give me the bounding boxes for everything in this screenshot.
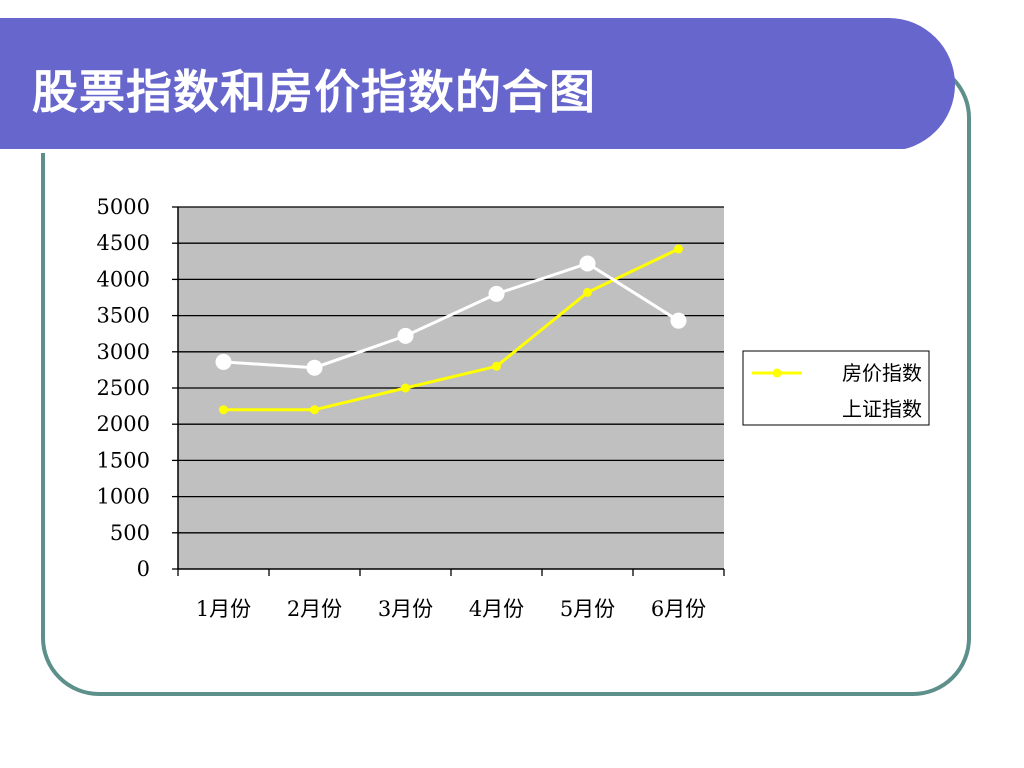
- title-bar: 股票指数和房价指数的合图: [0, 18, 955, 153]
- series-line-1: [223, 247, 680, 412]
- y-tick-label: 3000: [97, 340, 150, 364]
- y-tick-label: 1000: [97, 485, 150, 509]
- x-tick-label: 3月份: [378, 597, 433, 621]
- y-tick-label: 4500: [97, 231, 150, 255]
- data-point-series-1: [492, 361, 501, 371]
- y-tick-label: 500: [110, 521, 150, 545]
- legend-label: 上证指数: [842, 397, 922, 421]
- data-point-series-2: [670, 312, 687, 329]
- x-tick-label: 5月份: [560, 597, 615, 621]
- data-point-series-1: [219, 405, 228, 415]
- data-point-series-2: [397, 327, 414, 344]
- y-tick-label: 0: [137, 557, 150, 581]
- y-tick-label: 2500: [97, 376, 150, 400]
- y-tick-label: 5000: [97, 195, 150, 219]
- x-tick-label: 2月份: [287, 597, 342, 621]
- series-line-2: [223, 261, 680, 370]
- data-point-series-2: [215, 353, 232, 370]
- legend-swatch-marker: [772, 368, 782, 378]
- x-tick-label: 4月份: [469, 597, 524, 621]
- y-tick-label: 2000: [97, 412, 150, 436]
- data-point-series-2: [306, 359, 323, 376]
- data-point-series-1: [401, 383, 410, 393]
- data-point-series-2: [579, 255, 596, 272]
- legend-label: 房价指数: [842, 361, 922, 385]
- legend-swatch-marker: [771, 403, 783, 415]
- y-tick-label: 1500: [97, 448, 150, 472]
- title-underline: [0, 149, 905, 153]
- data-point-series-2: [488, 285, 505, 302]
- x-tick-label: 1月份: [196, 597, 251, 621]
- data-point-series-1: [583, 287, 592, 297]
- data-point-series-1: [310, 405, 319, 415]
- x-tick-label: 6月份: [651, 597, 706, 621]
- slide-title: 股票指数和房价指数的合图: [32, 65, 596, 119]
- y-tick-label: 3500: [97, 304, 150, 328]
- data-point-series-1: [674, 244, 683, 254]
- y-tick-label: 4000: [97, 267, 150, 291]
